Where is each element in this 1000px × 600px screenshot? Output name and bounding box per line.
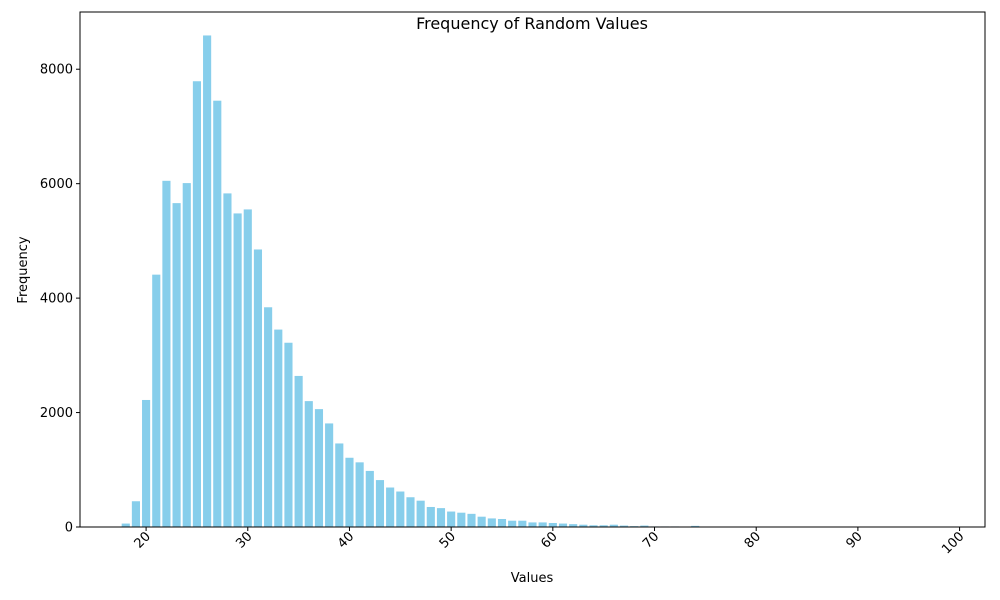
- bar-34: [284, 342, 293, 527]
- bars-group: [121, 35, 954, 528]
- bar-58: [528, 522, 537, 527]
- bar-27: [213, 100, 222, 527]
- bar-46: [406, 497, 415, 527]
- y-tick-label: 4000: [40, 292, 73, 307]
- bar-51: [457, 512, 466, 527]
- y-tick-label: 2000: [40, 406, 73, 421]
- x-tick-label: 90: [843, 529, 865, 551]
- x-tick-label: 100: [939, 529, 967, 557]
- bar-55: [497, 518, 507, 527]
- y-tick-label: 6000: [40, 177, 73, 192]
- bar-66: [609, 524, 618, 527]
- bar-42: [365, 470, 374, 527]
- y-axis: 0 2000 4000 6000 8000: [40, 63, 80, 536]
- bar-50: [447, 511, 456, 527]
- x-tick-label: 80: [742, 529, 764, 551]
- x-tick-label: 70: [640, 529, 662, 551]
- x-axis: 20 30 40 50 60 70 80 90 100: [132, 527, 967, 557]
- bar-61: [558, 523, 568, 527]
- bar-41: [355, 462, 364, 527]
- bar-56: [508, 520, 517, 527]
- x-tick-label: 40: [335, 529, 357, 551]
- bar-31: [253, 249, 263, 527]
- bar-63: [579, 524, 588, 527]
- x-tick-label: 30: [233, 529, 255, 551]
- bar-65: [599, 525, 608, 527]
- y-tick-label: 0: [65, 521, 73, 536]
- bar-47: [416, 500, 425, 527]
- bar-54: [487, 518, 496, 527]
- bar-21: [152, 274, 161, 527]
- bar-60: [548, 522, 557, 527]
- chart-title: Frequency of Random Values: [416, 14, 648, 33]
- bar-22: [162, 180, 171, 527]
- y-tick-label: 8000: [40, 63, 73, 78]
- x-tick-label: 60: [538, 529, 560, 551]
- bar-39: [335, 443, 344, 527]
- bar-43: [375, 480, 385, 527]
- bar-26: [203, 35, 212, 528]
- x-tick-label: 20: [132, 529, 154, 551]
- bar-24: [182, 183, 191, 527]
- bar-38: [325, 423, 334, 527]
- bar-57: [518, 520, 527, 527]
- y-axis-label: Frequency: [16, 236, 31, 303]
- x-tick-label: 50: [437, 529, 459, 551]
- x-axis-label: Values: [511, 571, 554, 586]
- bar-74: [691, 525, 700, 527]
- plot-frame: [79, 11, 986, 528]
- bar-44: [386, 487, 395, 527]
- bar-19: [131, 501, 140, 527]
- bar-33: [274, 329, 283, 527]
- bar-53: [477, 516, 486, 527]
- bar-62: [569, 524, 578, 527]
- bar-40: [345, 457, 354, 527]
- bar-45: [396, 491, 405, 527]
- bar-36: [304, 401, 313, 527]
- bar-28: [223, 193, 232, 527]
- bar-20: [142, 399, 151, 527]
- bar-37: [314, 409, 324, 527]
- bar-48: [426, 506, 435, 527]
- bar-64: [589, 525, 598, 527]
- bar-23: [172, 203, 181, 527]
- bar-49: [436, 508, 446, 527]
- bar-32: [264, 307, 273, 527]
- bar-29: [233, 213, 242, 528]
- bar-52: [467, 513, 476, 527]
- bar-35: [294, 375, 303, 527]
- bar-18: [121, 523, 130, 527]
- bar-59: [538, 522, 547, 527]
- bar-25: [192, 81, 201, 528]
- bar-67: [619, 525, 629, 527]
- bar-69: [640, 525, 649, 527]
- bar-30: [243, 209, 252, 528]
